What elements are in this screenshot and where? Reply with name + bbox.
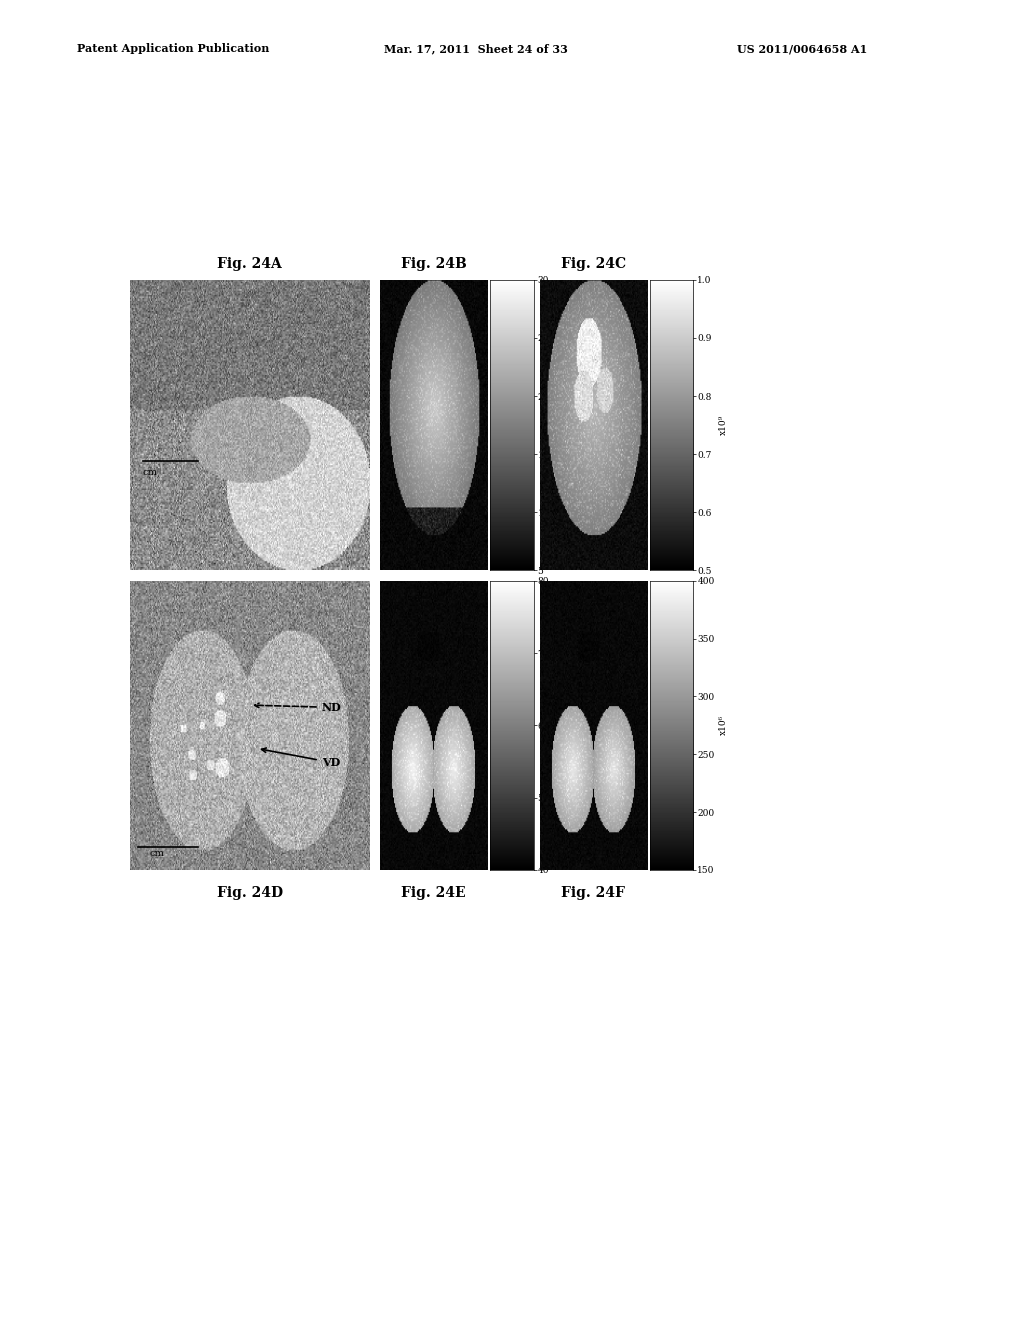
Text: Mar. 17, 2011  Sheet 24 of 33: Mar. 17, 2011 Sheet 24 of 33	[384, 44, 568, 54]
Text: x10⁶: x10⁶	[559, 715, 568, 735]
Text: Patent Application Publication: Patent Application Publication	[77, 44, 269, 54]
Text: x10⁹: x10⁹	[559, 414, 568, 436]
Text: Fig. 24A: Fig. 24A	[217, 256, 283, 271]
Text: Fig. 24B: Fig. 24B	[400, 256, 467, 271]
Text: Fig. 24F: Fig. 24F	[561, 886, 626, 900]
Text: Fig. 24C: Fig. 24C	[561, 256, 626, 271]
Text: x10⁶: x10⁶	[719, 715, 728, 735]
Text: US 2011/0064658 A1: US 2011/0064658 A1	[737, 44, 867, 54]
Text: Fig. 24E: Fig. 24E	[401, 886, 466, 900]
Text: cm: cm	[142, 469, 158, 477]
Text: cm: cm	[150, 849, 165, 858]
Text: ND: ND	[255, 702, 341, 713]
Text: x10⁹: x10⁹	[719, 414, 728, 436]
Text: Fig. 24D: Fig. 24D	[217, 886, 283, 900]
Text: VD: VD	[261, 748, 340, 768]
